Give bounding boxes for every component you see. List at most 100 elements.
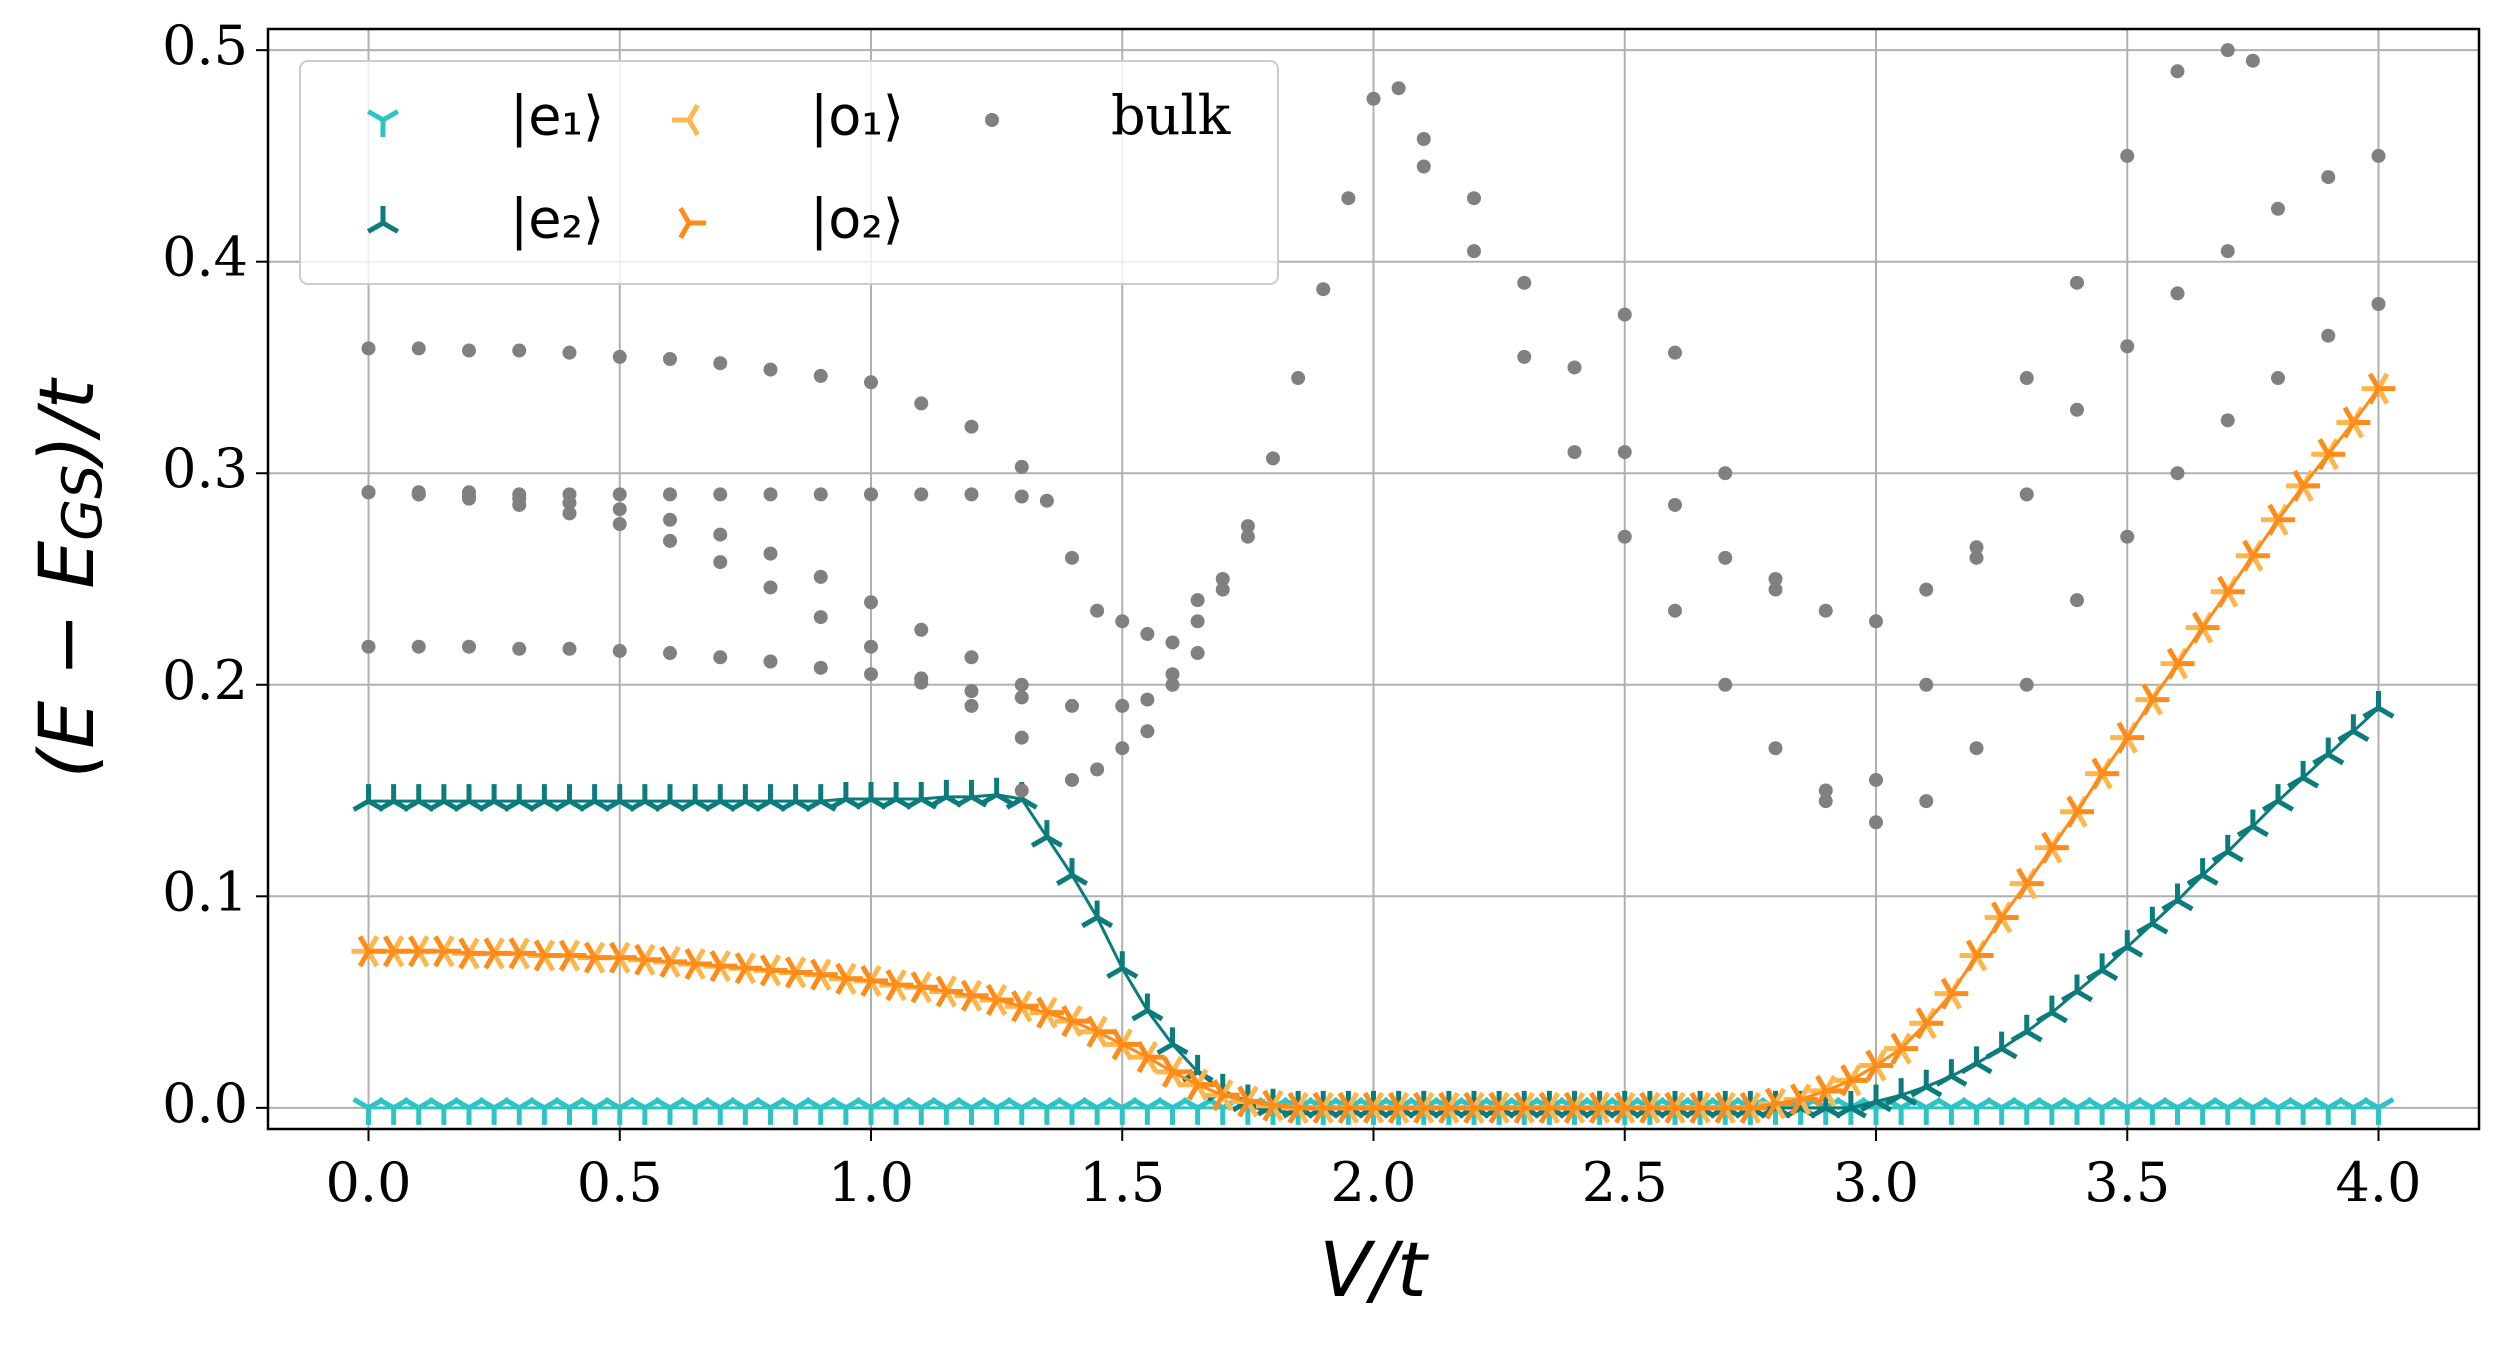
marker — [458, 937, 486, 970]
marker — [1915, 1007, 1944, 1040]
marker — [930, 1097, 963, 1125]
bulk-point — [1617, 529, 1632, 544]
bulk-point — [1818, 603, 1833, 618]
y-tick-label: 0.2 — [162, 649, 248, 712]
bulk-point — [2120, 339, 2135, 354]
x-tick-label: 0.0 — [326, 1151, 412, 1214]
marker — [377, 784, 410, 812]
bulk-point — [1416, 159, 1431, 174]
bulk-point — [964, 650, 979, 665]
marker — [1764, 1087, 1793, 1120]
bulk-point — [1039, 493, 1054, 508]
marker — [704, 1097, 737, 1125]
marker — [2010, 1097, 2043, 1125]
marker — [779, 784, 812, 812]
marker — [754, 1097, 787, 1125]
bulk-point — [1014, 459, 1029, 474]
marker — [2060, 974, 2094, 1003]
legend-label: |e₂⟩ — [510, 188, 604, 251]
bulk-point — [562, 345, 577, 360]
marker — [2236, 809, 2269, 838]
y-tick-label: 0.4 — [162, 226, 248, 289]
marker — [935, 975, 964, 1008]
bulk-point — [663, 512, 677, 527]
legend-marker — [366, 109, 400, 137]
y-axis-label: (E − EGS)/t — [22, 376, 114, 778]
marker — [2211, 834, 2244, 863]
bulk-point — [813, 487, 828, 502]
bulk-point — [2321, 328, 2336, 343]
marker — [427, 784, 460, 812]
bulk-point — [612, 517, 627, 531]
bulk-point — [914, 487, 929, 502]
marker — [729, 1097, 762, 1125]
marker — [2342, 406, 2371, 439]
marker — [2317, 438, 2346, 471]
bulk-point — [914, 622, 929, 637]
bulk-point — [2019, 371, 2034, 386]
bulk-point — [1818, 783, 1833, 798]
marker — [2035, 995, 2068, 1024]
bulk-point — [1567, 360, 1582, 375]
marker — [2236, 1097, 2269, 1125]
bulk-point — [1115, 741, 1130, 756]
bulk-point — [1215, 582, 1230, 597]
bulk-point — [2070, 402, 2084, 417]
y-label-sub: GS — [51, 465, 114, 541]
plot-area — [256, 27, 2481, 1141]
bulk-point — [1919, 794, 1934, 809]
y-tick-label: 0.0 — [162, 1072, 248, 1135]
bulk-point — [1240, 529, 1255, 544]
bulk-point — [813, 569, 828, 584]
bulk-point — [813, 368, 828, 383]
bulk-point — [1567, 445, 1582, 460]
marker — [905, 1097, 938, 1125]
marker — [478, 1097, 511, 1125]
bulk-point — [2070, 275, 2084, 290]
marker — [1588, 1091, 1617, 1124]
bulk-point — [1014, 783, 1029, 798]
x-tick-label: 1.5 — [1079, 1151, 1165, 1214]
bulk-point — [1617, 445, 1632, 460]
marker — [1011, 990, 1039, 1023]
bulk-point — [1869, 815, 1883, 830]
bulk-point — [864, 595, 878, 610]
bulk-point — [1919, 582, 1934, 597]
marker — [1005, 1097, 1038, 1125]
marker — [2267, 503, 2295, 536]
legend-marker — [985, 113, 999, 127]
marker — [478, 784, 511, 812]
legend-marker — [678, 206, 706, 240]
bulk-point — [1291, 371, 1306, 386]
marker — [980, 777, 1013, 806]
bulk-point — [361, 639, 376, 654]
bulk-point — [1668, 603, 1682, 618]
plot-frame — [266, 27, 2481, 1131]
marker — [2086, 953, 2119, 982]
y-tick-label: 0.3 — [162, 437, 248, 500]
bulk-point — [2371, 297, 2386, 311]
marker — [1030, 820, 1063, 848]
marker — [784, 956, 813, 989]
bulk-point — [663, 352, 677, 366]
bulk-point — [462, 639, 476, 654]
bulk-point — [763, 546, 778, 561]
marker — [1387, 1091, 1416, 1124]
marker — [2337, 714, 2370, 742]
marker — [759, 954, 788, 987]
marker — [835, 962, 863, 995]
legend: |e₁⟩ |e₂⟩ |o₁⟩ |o₂⟩ bulk — [299, 60, 1279, 285]
bulk-point — [2371, 148, 2386, 163]
bulk-point — [964, 419, 979, 434]
marker — [804, 1097, 837, 1125]
marker — [1940, 977, 1969, 1010]
bulk-point — [2170, 286, 2185, 301]
marker — [1131, 993, 1164, 1022]
marker — [679, 1097, 712, 1125]
marker — [1840, 1064, 1868, 1097]
marker — [1965, 939, 1994, 972]
bulk-point — [1065, 772, 1079, 787]
bulk-point — [462, 491, 476, 506]
marker — [1614, 1091, 1642, 1124]
marker — [980, 1097, 1013, 1125]
